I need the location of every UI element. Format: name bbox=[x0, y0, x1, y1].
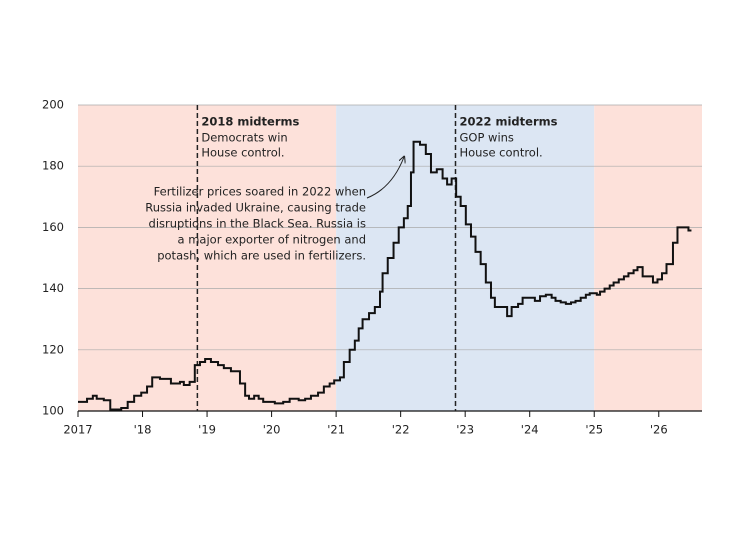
y-tick-label: 200 bbox=[42, 98, 64, 112]
price-line bbox=[78, 140, 692, 411]
x-tick-label: '18 bbox=[134, 423, 152, 437]
band bbox=[78, 105, 337, 411]
band bbox=[594, 105, 702, 411]
annotation: disruptions in the Black Sea. Russia is bbox=[149, 217, 366, 231]
annotation: Russia invaded Ukraine, causing trade bbox=[145, 201, 366, 215]
event-text: GOP wins bbox=[459, 131, 513, 145]
x-tick-label: '24 bbox=[521, 423, 539, 437]
y-tick-label: 180 bbox=[42, 159, 64, 173]
marks bbox=[78, 140, 692, 411]
x-tick-label: '25 bbox=[585, 423, 603, 437]
events bbox=[196, 105, 457, 411]
x-tick-label: '20 bbox=[263, 423, 281, 437]
event-title: 2022 midterms bbox=[459, 115, 557, 129]
annotation: potash, which are used in fertilizers. bbox=[157, 249, 366, 263]
x-tick-label: '26 bbox=[650, 423, 668, 437]
labels: 100 120 140 160 180 200 2017 '18 '19 '20 '21 '22 '23… bbox=[42, 98, 668, 437]
annotation: a major exporter of nitrogen and bbox=[178, 233, 366, 247]
annotation: Fertilizer prices soared in 2022 when bbox=[154, 185, 366, 199]
grid bbox=[77, 104, 702, 417]
bands bbox=[78, 105, 702, 411]
event-text: Democrats win bbox=[201, 131, 287, 145]
event-title: 2018 midterms bbox=[201, 115, 299, 129]
x-tick-label: '22 bbox=[392, 423, 410, 437]
annotation-arrow bbox=[366, 157, 404, 199]
y-tick-label: 140 bbox=[42, 281, 64, 295]
band bbox=[336, 105, 595, 411]
x-tick-label: '23 bbox=[456, 423, 474, 437]
y-tick-label: 160 bbox=[42, 220, 64, 234]
y-tick-label: 120 bbox=[42, 342, 64, 356]
x-tick-label: 2017 bbox=[63, 423, 92, 437]
x-tick-label: '21 bbox=[327, 423, 345, 437]
y-tick-label: 100 bbox=[42, 404, 64, 418]
event-text: House control. bbox=[201, 146, 284, 160]
event-text: House control. bbox=[459, 146, 542, 160]
x-tick-label: '19 bbox=[198, 423, 216, 437]
